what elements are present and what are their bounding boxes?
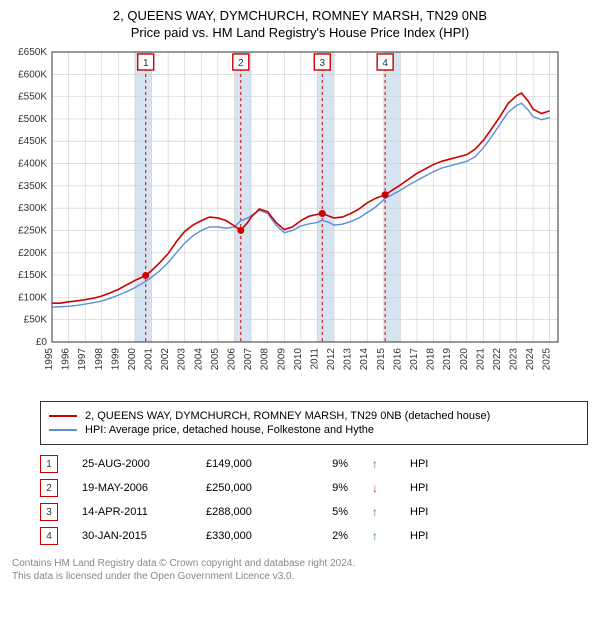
attribution-line1: Contains HM Land Registry data © Crown c… [12,557,588,570]
transactions-table: 1 25-AUG-2000 £149,000 9% ↑ HPI 2 19-MAY-2006 £2… [40,455,588,545]
svg-text:2023: 2023 [509,348,520,371]
chart-container: £0 £50K £100K £150K £200K £250K £300K £350K £400… [8,46,592,391]
transaction-date: 19-MAY-2006 [82,482,182,494]
transaction-row: 3 14-APR-2011 £288,000 5% ↑ HPI [40,503,588,521]
transaction-label: HPI [410,506,428,518]
transaction-price: £288,000 [206,506,286,518]
svg-text:2006: 2006 [226,348,237,371]
price-chart: £0 £50K £100K £150K £200K £250K £300K £350K £400… [8,46,568,386]
svg-text:£150K: £150K [18,270,47,281]
transaction-arrow-icon: ↑ [372,457,386,471]
svg-text:£0: £0 [36,337,48,348]
legend-label: 2, QUEENS WAY, DYMCHURCH, ROMNEY MARSH, … [85,410,490,422]
svg-text:2021: 2021 [475,348,486,371]
transaction-marker: 1 [40,455,58,473]
svg-text:£450K: £450K [18,136,47,147]
svg-text:2011: 2011 [309,348,320,370]
transaction-pct: 9% [310,458,348,470]
transaction-date: 14-APR-2011 [82,506,182,518]
transaction-row: 1 25-AUG-2000 £149,000 9% ↑ HPI [40,455,588,473]
transaction-marker: 3 [40,503,58,521]
svg-text:2005: 2005 [210,348,221,371]
transaction-pct: 2% [310,530,348,542]
transaction-pct: 5% [310,506,348,518]
transaction-marker: 2 [40,479,58,497]
svg-text:2000: 2000 [127,348,138,371]
legend-item: HPI: Average price, detached house, Folk… [49,424,579,436]
svg-text:1: 1 [143,58,149,69]
legend-swatch [49,429,77,431]
legend-label: HPI: Average price, detached house, Folk… [85,424,374,436]
svg-text:£650K: £650K [18,47,47,58]
svg-text:2016: 2016 [392,348,403,371]
svg-text:2022: 2022 [492,348,503,371]
svg-text:2025: 2025 [542,348,553,371]
svg-text:2014: 2014 [359,348,370,371]
svg-text:£600K: £600K [18,69,47,80]
svg-text:2012: 2012 [326,348,337,371]
transaction-arrow-icon: ↑ [372,505,386,519]
svg-text:2008: 2008 [260,348,271,371]
svg-text:£500K: £500K [18,114,47,125]
transaction-label: HPI [410,458,428,470]
svg-text:£550K: £550K [18,92,47,103]
svg-text:2: 2 [238,58,244,69]
transaction-arrow-icon: ↓ [372,481,386,495]
transaction-row: 4 30-JAN-2015 £330,000 2% ↑ HPI [40,527,588,545]
transaction-date: 25-AUG-2000 [82,458,182,470]
svg-text:3: 3 [319,58,325,69]
transaction-price: £330,000 [206,530,286,542]
svg-text:1997: 1997 [77,348,88,371]
svg-text:2004: 2004 [193,348,204,371]
legend-item: 2, QUEENS WAY, DYMCHURCH, ROMNEY MARSH, … [49,410,579,422]
svg-text:2017: 2017 [409,348,420,371]
transaction-label: HPI [410,482,428,494]
legend: 2, QUEENS WAY, DYMCHURCH, ROMNEY MARSH, … [40,401,588,445]
svg-text:1996: 1996 [61,348,72,371]
svg-text:£300K: £300K [18,203,47,214]
transaction-arrow-icon: ↑ [372,529,386,543]
attribution-line2: This data is licensed under the Open Gov… [12,570,588,583]
svg-text:£350K: £350K [18,181,47,192]
svg-text:2001: 2001 [144,348,155,371]
svg-text:2007: 2007 [243,348,254,371]
svg-text:4: 4 [382,58,388,69]
svg-text:1995: 1995 [44,348,55,371]
chart-title: 2, QUEENS WAY, DYMCHURCH, ROMNEY MARSH, … [8,8,592,23]
transaction-price: £250,000 [206,482,286,494]
svg-text:2015: 2015 [376,348,387,371]
svg-text:£50K: £50K [24,315,48,326]
svg-text:2013: 2013 [343,348,354,371]
transaction-date: 30-JAN-2015 [82,530,182,542]
svg-text:2010: 2010 [293,348,304,371]
svg-text:2019: 2019 [442,348,453,371]
svg-text:2018: 2018 [426,348,437,371]
svg-text:£400K: £400K [18,159,47,170]
chart-subtitle: Price paid vs. HM Land Registry's House … [8,25,592,40]
title-block: 2, QUEENS WAY, DYMCHURCH, ROMNEY MARSH, … [8,8,592,40]
transaction-price: £149,000 [206,458,286,470]
svg-text:2003: 2003 [177,348,188,371]
svg-text:£250K: £250K [18,225,47,236]
transaction-row: 2 19-MAY-2006 £250,000 9% ↓ HPI [40,479,588,497]
svg-text:2024: 2024 [525,348,536,371]
svg-text:1998: 1998 [94,348,105,371]
attribution: Contains HM Land Registry data © Crown c… [12,557,588,583]
svg-text:2020: 2020 [459,348,470,371]
svg-text:2002: 2002 [160,348,171,371]
svg-text:£200K: £200K [18,248,47,259]
transaction-marker: 4 [40,527,58,545]
legend-swatch [49,415,77,417]
transaction-label: HPI [410,530,428,542]
transaction-pct: 9% [310,482,348,494]
svg-text:2009: 2009 [276,348,287,371]
svg-text:1999: 1999 [110,348,121,371]
svg-text:£100K: £100K [18,292,47,303]
